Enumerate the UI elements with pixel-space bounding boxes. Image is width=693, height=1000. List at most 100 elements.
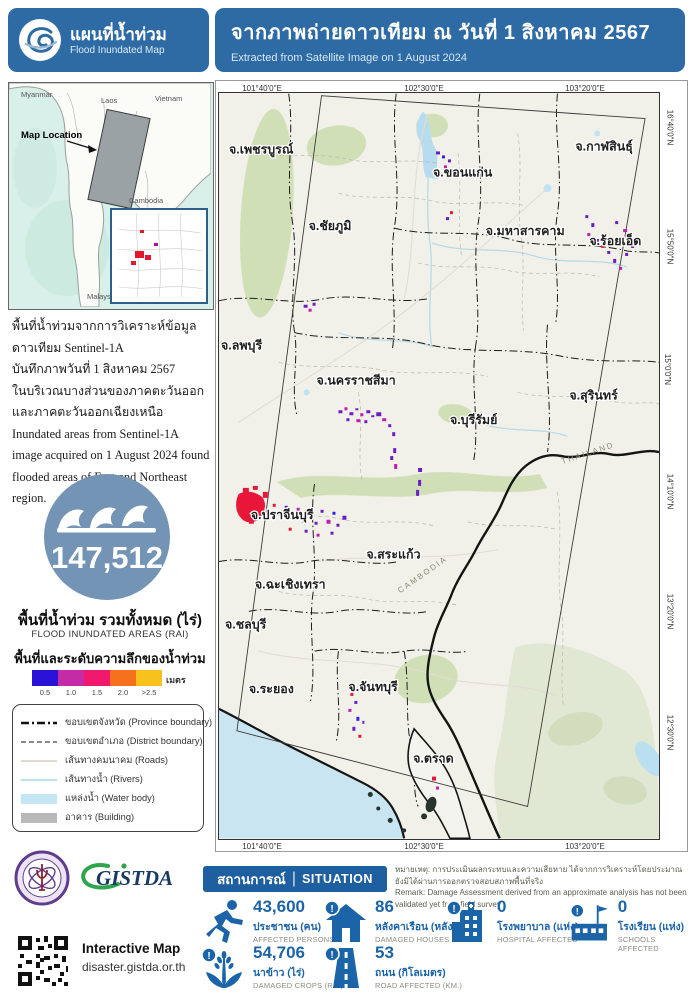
depth-stop-0: [32, 670, 58, 686]
legend-item-province-boundary: ขอบเขตจังหวัด (Province boundary): [21, 713, 212, 732]
svg-text:จ.เพชรบูรณ์: จ.เพชรบูรณ์: [229, 141, 294, 157]
label-myanmar: Myanmar: [21, 90, 53, 99]
total-flooded-value: 147,512: [51, 540, 163, 575]
schools-affected-icon: !: [570, 903, 608, 941]
lon-tick-bottom-2: 103°20'0"E: [565, 842, 605, 851]
svg-text:จ.สุรินทร์: จ.สุรินทร์: [569, 387, 618, 403]
legend-item-rivers: เส้นทางน้ำ (Rivers): [21, 770, 197, 789]
hospital-affected-icon: !: [446, 900, 482, 942]
svg-text:จ.จันทบุรี: จ.จันทบุรี: [348, 680, 398, 695]
main-map: จ.เพชรบูรณ์ จ.ขอนแก่น จ.กาฬสินธุ์ จ.ชัยภ…: [218, 92, 664, 840]
map-legend: ขอบเขตจังหวัด (Province boundary) ขอบเขต…: [12, 704, 212, 832]
footprint-rect: [87, 108, 151, 210]
roads-swatch: [21, 759, 57, 762]
depth-color-bar: [32, 670, 162, 686]
depth-stop-1: [58, 670, 84, 686]
label-laos: Laos: [101, 96, 118, 105]
app-title-th: แผนที่น้ำท่วม: [70, 24, 167, 44]
depth-stop-3: [110, 670, 136, 686]
lon-tick-bottom-0: 101°40'0"E: [242, 842, 282, 851]
svg-text:จ.สระแก้ว: จ.สระแก้ว: [366, 548, 420, 562]
flood-total-badge: 147,512: [40, 470, 174, 604]
affected-persons-icon: [206, 900, 243, 943]
lat-tick-4: 13°20'0"N: [665, 593, 675, 630]
stat-hospital-affected: ! 0 โรงพยาบาล (แห่ง) HOSPITAL AFFECTED: [444, 898, 579, 944]
stat-damaged-crops: ! 54,706 นาข้าว (ไร่) DAMAGED CROPS (RAI…: [200, 944, 343, 990]
water-body-swatch: [21, 793, 57, 804]
lat-tick-1: 15°50'0"N: [665, 228, 675, 265]
roads: [238, 113, 558, 697]
depth-stop-4: [136, 670, 162, 686]
svg-text:จ.ระยอง: จ.ระยอง: [249, 682, 294, 696]
damaged-crops-icon: !: [201, 947, 242, 988]
ministry-logo: [14, 850, 70, 906]
legend-item-water-body: แหล่งน้ำ (Water body): [21, 789, 197, 808]
damaged-houses-icon: !: [324, 900, 366, 942]
svg-text:จ.บุรีรัมย์: จ.บุรีรัมย์: [450, 412, 498, 428]
lat-tick-3: 14°10'0"N: [665, 473, 675, 510]
sea: [219, 708, 405, 839]
flood-areas: [236, 151, 635, 790]
islands: [367, 792, 437, 833]
stat-schools-affected: ! 0 โรงเรียน (แห่ง) SCHOOLS AFFECTED: [568, 898, 693, 953]
lat-tick-2: 15°0'0"N: [663, 353, 673, 386]
depth-stop-2: [84, 670, 110, 686]
svg-text:จ.ชัยภูมิ: จ.ชัยภูมิ: [309, 219, 352, 234]
svg-text:!: !: [330, 950, 333, 961]
situation-title-en: SITUATION: [301, 872, 373, 886]
label-cambodia: Cambodia: [129, 196, 164, 205]
svg-text:จ.ชลบุรี: จ.ชลบุรี: [225, 617, 267, 632]
coastline: [218, 707, 406, 839]
app-title-en: Flood Inundated Map: [70, 44, 165, 56]
interactive-map-title: Interactive Map: [82, 941, 181, 956]
legend-item-roads: เส้นทางคมนาคม (Roads): [21, 751, 197, 770]
interactive-map-url[interactable]: disaster.gistda.or.th: [82, 960, 186, 974]
svg-text:จ.ฉะเชิงเทรา: จ.ฉะเชิงเทรา: [255, 577, 326, 591]
lon-tick-top-2: 103°20'0"E: [565, 84, 605, 93]
svg-text:!: !: [330, 904, 333, 915]
building-swatch: [21, 812, 57, 823]
map-location-title: Map Location: [21, 130, 82, 141]
detail-inset: [110, 208, 208, 304]
stat-damaged-houses: ! 86 หลังคาเรือน (หลัง) DAMAGED HOUSES: [322, 898, 456, 944]
svg-text:!: !: [452, 904, 455, 915]
svg-text:จ.นครราชสีมา: จ.นครราชสีมา: [317, 373, 396, 387]
svg-text:!: !: [207, 951, 210, 962]
lat-tick-5: 12°30'0"N: [665, 714, 675, 751]
legend-item-building: อาคาร (Building): [21, 808, 197, 827]
remark-th: หมายเหตุ: การประเมินผลกระทบและความเสียหา…: [395, 865, 683, 886]
stat-road-affected: ! 53 ถนน (กิโลเมตร) ROAD AFFECTED (KM.): [322, 944, 462, 990]
province-boundary-swatch: [21, 721, 57, 724]
document-title-bar: จากภาพถ่ายดาวเทียม ณ วันที่ 1 สิงหาคม 25…: [215, 8, 685, 72]
lon-tick-top-0: 101°40'0"E: [242, 84, 282, 93]
legend-item-district-boundary: ขอบเขตอำเภอ (District boundary): [21, 732, 203, 751]
label-vietnam: Vietnam: [155, 94, 182, 103]
wave-circle: [44, 474, 170, 600]
total-caption-en: FLOOD INUNDATED AREAS (RAI): [31, 629, 189, 640]
app-header: แผนที่น้ำท่วม Flood Inundated Map: [8, 8, 209, 72]
svg-text:จ.ขอนแก่น: จ.ขอนแก่น: [433, 165, 493, 179]
province-labels: จ.เพชรบูรณ์ จ.ขอนแก่น จ.กาฬสินธุ์ จ.ชัยภ…: [220, 137, 643, 767]
lon-tick-bottom-1: 102°30'0"E: [404, 842, 444, 851]
rivers-swatch: [21, 778, 57, 781]
gistda-mark-icon: [19, 19, 61, 61]
page-subtitle: Extracted from Satellite Image on 1 Augu…: [231, 52, 468, 64]
label-malaysia: Malaysia: [87, 292, 117, 301]
depth-scale-labels: 0.5 1.0 1.5 2.0 >2.5: [39, 688, 157, 697]
district-boundary-swatch: [21, 740, 57, 743]
waves-icon: [57, 505, 156, 533]
stat-affected-persons: 43,600 ประชาชน (คน) AFFECTED PERSONS: [200, 898, 335, 944]
situation-header: สถานการณ์ | SITUATION: [203, 866, 387, 892]
road-affected-icon: !: [324, 946, 359, 988]
map-location-inset: Myanmar Laos Vietnam Cambodia Malaysia M…: [8, 82, 214, 310]
page-title: จากภาพถ่ายดาวเทียม ณ วันที่ 1 สิงหาคม 25…: [231, 22, 651, 44]
international-border: [426, 449, 660, 839]
svg-text:จ.ร้อยเอ็ด: จ.ร้อยเอ็ด: [589, 233, 641, 248]
svg-text:GISTDA: GISTDA: [96, 866, 173, 890]
depth-scale-unit: เมตร: [166, 675, 186, 685]
gistda-logo: GISTDA: [81, 863, 173, 890]
province-boundaries: [218, 93, 660, 807]
main-map-canvas: จ.เพชรบูรณ์ จ.ขอนแก่น จ.กาฬสินธุ์ จ.ชัยภ…: [218, 93, 664, 840]
depth-scale-title: พื้นที่และระดับความลึกของน้ำท่วม: [14, 651, 206, 666]
